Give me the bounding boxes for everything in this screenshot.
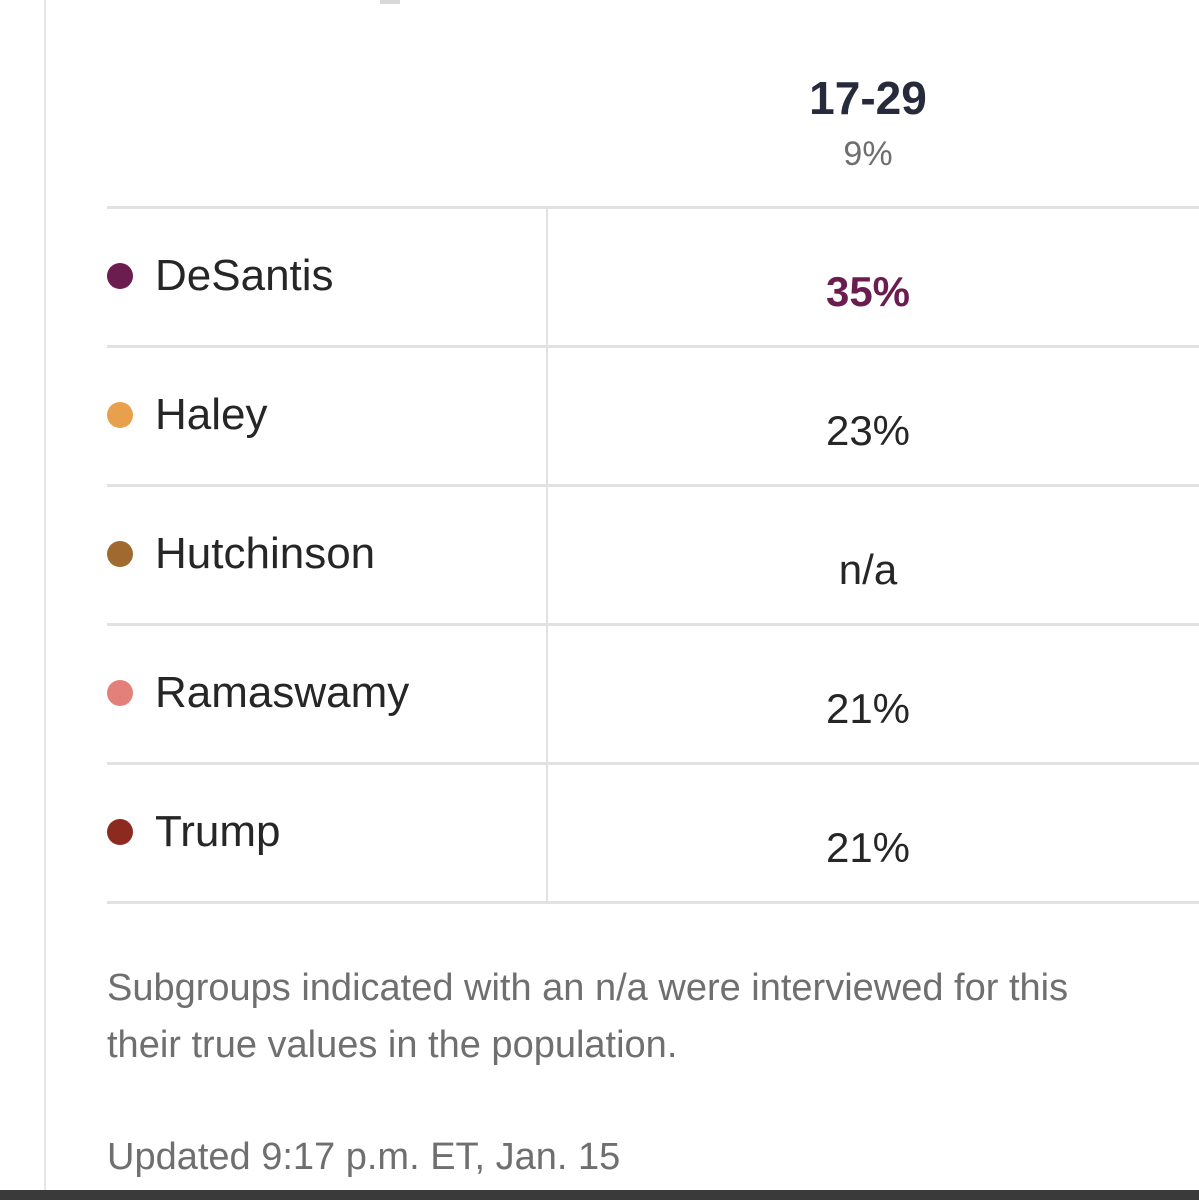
column-divider: [546, 765, 548, 901]
column-divider: [546, 209, 548, 345]
column-divider: [546, 626, 548, 762]
candidate-name: DeSantis: [155, 251, 334, 300]
candidate-name-cell: DeSantis: [107, 251, 334, 301]
clipped-top-element: [380, 0, 400, 4]
candidate-color-dot: [107, 541, 133, 567]
table-row-haley: Haley 23%: [107, 345, 1199, 484]
column-divider: [546, 487, 548, 623]
candidate-value: 23%: [825, 407, 911, 454]
column-header: 17-29 9%: [548, 70, 1188, 176]
bottom-edge-bar: [0, 1190, 1199, 1200]
footnote-line-1: Subgroups indicated with an n/a were int…: [107, 967, 1069, 1009]
updated-timestamp: Updated 9:17 p.m. ET, Jan. 15: [107, 1136, 621, 1178]
table-row-ramaswamy: Ramaswamy 21%: [107, 623, 1199, 762]
candidate-color-dot: [107, 263, 133, 289]
candidate-value: 35%: [825, 268, 911, 315]
candidate-name-cell: Haley: [107, 390, 268, 440]
candidate-name-cell: Hutchinson: [107, 529, 375, 579]
footnote-line-2: their true values in the population.: [107, 1024, 678, 1066]
age-group-label: 17-29: [809, 72, 927, 124]
candidate-name: Ramaswamy: [155, 668, 410, 717]
table-row-trump: Trump 21%: [107, 762, 1199, 904]
panel-left-border: [44, 0, 46, 1190]
table-row-hutchinson: Hutchinson n/a: [107, 484, 1199, 623]
column-divider: [546, 348, 548, 484]
age-group-share: 9%: [843, 135, 893, 173]
candidate-color-dot: [107, 402, 133, 428]
candidate-name: Haley: [155, 390, 268, 439]
results-table: DeSantis 35% Haley 23% Hutchinson n/a Ra…: [107, 206, 1199, 904]
candidate-color-dot: [107, 680, 133, 706]
candidate-name-cell: Ramaswamy: [107, 668, 409, 718]
candidate-name-cell: Trump: [107, 807, 281, 857]
candidate-value: 21%: [825, 685, 911, 732]
table-row-desantis: DeSantis 35%: [107, 206, 1199, 345]
candidate-color-dot: [107, 819, 133, 845]
candidate-name: Trump: [155, 807, 281, 856]
candidate-name: Hutchinson: [155, 529, 376, 578]
footnote: Subgroups indicated with an n/a were int…: [107, 960, 1199, 1074]
candidate-value: n/a: [838, 546, 898, 593]
candidate-value: 21%: [825, 824, 911, 871]
